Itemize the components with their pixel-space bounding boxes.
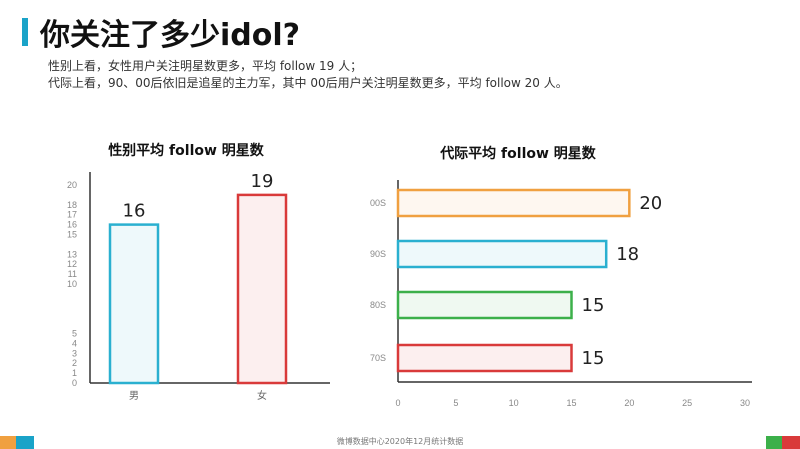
chart2-x-tick-label: 5 (453, 398, 458, 408)
footer-deco-orange (0, 436, 16, 449)
chart2-data-label: 15 (582, 348, 605, 369)
chart1-y-tick-label: 18 (67, 200, 77, 210)
chart1-data-label: 19 (251, 171, 274, 192)
chart2-title: 代际平均 follow 明星数 (439, 145, 597, 162)
chart1-x-tick-label: 男 (129, 390, 139, 402)
chart1-y-tick-label: 11 (68, 269, 77, 279)
chart1-title: 性别平均 follow 明星数 (108, 142, 265, 159)
footer-deco-teal (16, 436, 34, 449)
page-title: 你关注了多少idol? (40, 18, 301, 53)
source-note: 微博数据中心2020年12月统计数据 (336, 437, 464, 446)
chart2-y-tick-label: 70S (370, 353, 386, 363)
chart1-y-tick-label: 3 (72, 348, 77, 358)
chart2-bar (396, 290, 573, 320)
chart1-y-tick-label: 2 (72, 358, 77, 368)
title-accent-bar (22, 18, 28, 46)
chart2-x-tick-label: 15 (566, 398, 576, 408)
chart2-data-label: 15 (582, 295, 605, 316)
chart1-bar (108, 223, 160, 385)
chart2-x-tick-label: 0 (395, 398, 400, 408)
chart2-bar (396, 239, 608, 269)
description-line-1: 性别上看，女性用户关注明星数更多，平均 follow 19 人； (48, 59, 363, 73)
chart2-x-tick-label: 30 (740, 398, 750, 408)
chart2-y-tick-label: 80S (370, 300, 386, 310)
chart1-data-label: 16 (123, 201, 146, 222)
chart2-bar (396, 343, 573, 373)
footer-deco-red (782, 436, 800, 449)
chart2-y-tick-label: 00S (370, 198, 386, 208)
chart1-y-tick-label: 15 (67, 230, 77, 240)
chart1-y-tick-label: 0 (72, 378, 77, 388)
description-line-2: 代际上看，90、00后依旧是追星的主力军，其中 00后用户关注明星数更多，平均 … (48, 76, 568, 90)
chart1-x-tick-label: 女 (257, 389, 267, 402)
chart1-y-tick-label: 5 (72, 329, 77, 339)
chart2-bar (396, 188, 631, 218)
chart2-x-tick-label: 25 (682, 398, 692, 408)
chart1-y-tick-label: 13 (67, 249, 77, 259)
chart1-y-tick-label: 17 (67, 210, 77, 220)
chart1-y-tick-label: 10 (67, 279, 77, 289)
chart2-data-label: 18 (616, 244, 639, 265)
chart1-y-tick-label: 1 (72, 368, 77, 378)
chart1-y-tick-label: 20 (67, 180, 77, 190)
chart1-y-tick-label: 16 (67, 220, 77, 230)
chart1-y-tick-label: 4 (72, 338, 77, 348)
chart2-y-tick-label: 90S (370, 249, 386, 259)
chart2-x-tick-label: 20 (624, 398, 634, 408)
chart1-bar (236, 193, 288, 385)
chart1-y-tick-label: 12 (67, 259, 77, 269)
chart2-x-tick-label: 10 (509, 398, 519, 408)
chart2-data-label: 20 (639, 193, 662, 214)
footer-deco-green (766, 436, 782, 449)
